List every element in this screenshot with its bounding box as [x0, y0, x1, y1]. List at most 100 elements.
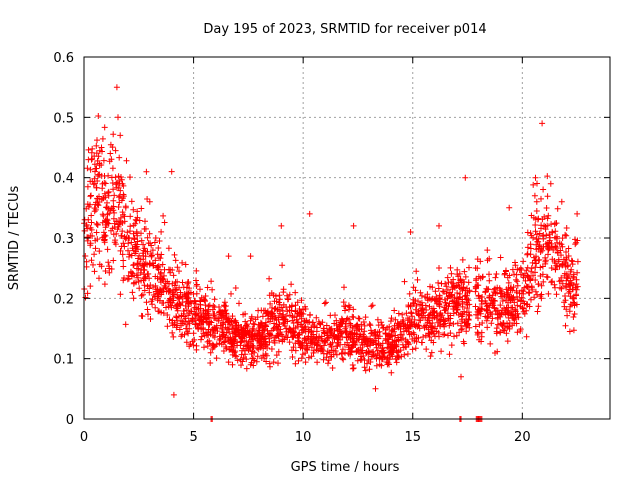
data-point	[133, 265, 140, 272]
data-point	[559, 243, 566, 250]
data-point	[570, 275, 577, 281]
data-point	[422, 302, 429, 309]
data-point	[528, 296, 534, 303]
data-point	[141, 282, 148, 289]
data-point	[115, 173, 122, 180]
data-point	[158, 269, 164, 276]
data-point	[387, 318, 394, 325]
data-point	[512, 262, 519, 269]
data-point	[334, 327, 341, 334]
data-point	[466, 264, 472, 271]
data-point	[447, 312, 454, 319]
data-point	[278, 222, 285, 229]
data-point	[523, 307, 530, 314]
data-point	[169, 329, 176, 336]
data-point	[115, 194, 122, 201]
data-point	[554, 249, 561, 256]
data-point	[434, 312, 441, 319]
data-point	[554, 205, 561, 212]
data-point	[195, 326, 202, 332]
data-point	[365, 357, 372, 363]
data-point	[295, 340, 302, 347]
data-point	[250, 336, 257, 343]
data-point	[439, 288, 446, 295]
data-point	[269, 313, 276, 320]
data-point	[211, 315, 217, 322]
data-point	[135, 255, 141, 262]
data-point	[492, 290, 499, 297]
data-point	[477, 310, 484, 317]
data-point	[508, 311, 515, 318]
data-point	[313, 314, 320, 321]
data-point	[234, 357, 241, 364]
data-point	[570, 299, 577, 306]
data-point	[321, 300, 328, 307]
data-point	[244, 323, 251, 330]
data-point	[243, 356, 250, 363]
data-point	[558, 274, 565, 281]
data-point	[446, 292, 453, 299]
data-point	[170, 391, 177, 398]
data-point	[267, 331, 274, 338]
data-point	[228, 340, 235, 347]
data-point	[563, 225, 570, 231]
data-point	[536, 230, 543, 237]
data-point	[412, 345, 419, 352]
data-point	[464, 289, 471, 296]
data-point	[209, 341, 216, 348]
data-point	[395, 334, 401, 341]
data-point	[194, 323, 201, 329]
data-point	[263, 342, 270, 349]
data-point	[555, 256, 562, 263]
data-point	[221, 308, 228, 314]
data-point	[365, 348, 372, 354]
data-point	[563, 254, 570, 261]
data-point	[498, 321, 505, 328]
data-point	[494, 314, 501, 321]
data-point	[513, 288, 520, 294]
data-point	[356, 326, 363, 332]
data-point	[331, 320, 338, 327]
data-point	[301, 318, 308, 325]
data-point	[418, 292, 425, 299]
data-point	[205, 312, 212, 319]
data-point	[98, 144, 105, 151]
data-point	[89, 145, 96, 152]
data-point	[572, 241, 579, 248]
data-point	[183, 339, 190, 346]
data-point	[435, 329, 442, 336]
data-point	[83, 258, 90, 265]
data-point	[90, 261, 96, 268]
data-point	[376, 361, 383, 368]
data-point	[116, 193, 123, 199]
data-point	[111, 192, 118, 199]
data-point	[208, 278, 215, 285]
data-point	[150, 262, 157, 269]
data-point	[81, 227, 88, 234]
data-point	[308, 344, 315, 351]
data-point	[113, 230, 120, 237]
data-point	[123, 157, 130, 164]
data-point	[301, 337, 308, 343]
data-point	[442, 306, 449, 313]
data-point	[504, 320, 510, 327]
data-point	[160, 310, 167, 317]
data-point	[228, 290, 234, 297]
data-point	[531, 192, 538, 199]
data-point	[487, 340, 494, 347]
data-point	[81, 216, 88, 223]
data-point	[552, 266, 559, 273]
data-point	[198, 336, 204, 343]
data-point	[501, 327, 508, 334]
data-point	[464, 285, 470, 292]
data-point	[395, 310, 402, 317]
data-point	[168, 304, 175, 311]
y-tick-label: 0.3	[53, 232, 74, 247]
data-point	[144, 234, 151, 241]
data-point	[91, 268, 98, 275]
data-point	[231, 336, 238, 343]
data-point	[185, 312, 192, 319]
data-point	[574, 258, 581, 265]
data-point	[193, 277, 199, 284]
